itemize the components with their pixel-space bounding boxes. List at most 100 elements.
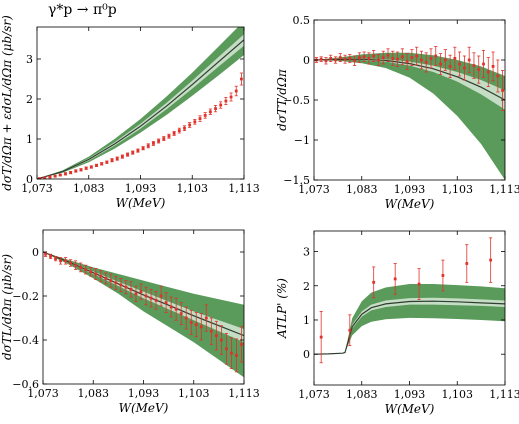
point-marker	[177, 129, 181, 132]
data-point	[348, 54, 352, 63]
point-marker	[174, 307, 178, 311]
x-tick-label: 1,093	[394, 388, 426, 401]
data-point	[94, 163, 99, 168]
point-marker	[362, 55, 366, 59]
data-point	[84, 264, 88, 275]
data-point	[224, 97, 228, 105]
point-marker	[172, 132, 176, 135]
point-marker	[443, 58, 447, 62]
point-marker	[139, 290, 143, 293]
data-point	[424, 52, 428, 73]
data-point	[372, 50, 376, 62]
x-tick-label: 1,083	[346, 183, 378, 196]
data-point	[348, 314, 352, 347]
data-point	[74, 169, 78, 173]
point-marker	[348, 57, 352, 60]
point-marker	[44, 252, 47, 256]
point-marker	[240, 77, 243, 81]
data-point	[376, 54, 381, 66]
y-tick-label: 3	[303, 246, 310, 259]
point-marker	[110, 158, 114, 162]
x-axis-label: W(MeV)	[385, 402, 435, 416]
data-point	[239, 72, 244, 86]
y-tick-label: 0	[303, 348, 310, 361]
point-marker	[157, 139, 161, 143]
point-marker	[69, 261, 73, 265]
plot-area	[314, 237, 505, 364]
point-marker	[146, 144, 150, 148]
data-point	[443, 49, 447, 71]
x-tick-label: 1,093	[125, 182, 157, 195]
point-marker	[134, 292, 138, 296]
data-point	[204, 304, 208, 332]
data-point	[134, 285, 138, 302]
data-point	[89, 165, 93, 169]
x-tick-label: 1,113	[489, 388, 519, 401]
y-tick-label: 0	[26, 173, 33, 186]
data-point	[74, 260, 78, 271]
point-marker	[465, 262, 469, 265]
x-tick-label: 1,103	[177, 182, 209, 195]
uncertainty-band-outer	[37, 27, 244, 179]
point-marker	[154, 299, 158, 302]
data-point	[491, 51, 495, 82]
point-marker	[482, 62, 485, 66]
point-marker	[386, 53, 390, 57]
data-point	[99, 270, 103, 283]
data-point	[417, 268, 421, 300]
x-tick-label: 1,113	[228, 387, 260, 400]
point-marker	[496, 74, 500, 78]
data-point	[372, 266, 376, 299]
data-point	[189, 309, 193, 335]
y-tick-label: −1.5	[283, 174, 310, 187]
data-point	[239, 326, 244, 363]
data-point	[438, 53, 443, 75]
data-point	[115, 156, 119, 161]
plot-area	[43, 251, 244, 378]
theory-curve	[314, 300, 505, 355]
data-point	[208, 108, 212, 115]
point-marker	[38, 177, 41, 179]
point-marker	[348, 328, 352, 332]
point-marker	[84, 268, 88, 271]
data-point	[448, 54, 452, 78]
point-marker	[124, 285, 128, 289]
point-marker	[131, 151, 135, 154]
x-tick-label: 1,083	[73, 182, 105, 195]
x-tick-label: 1,073	[298, 388, 330, 401]
data-point	[462, 55, 467, 81]
y-axis-label: ATLP' (%)	[275, 278, 289, 339]
data-point	[357, 52, 361, 63]
data-point	[319, 311, 323, 364]
y-tick-label: 3	[26, 53, 33, 66]
point-marker	[159, 294, 163, 298]
data-point	[110, 158, 114, 163]
data-point	[367, 52, 371, 65]
data-point	[144, 286, 148, 306]
x-tick-label: 1,093	[128, 387, 160, 400]
point-marker	[141, 146, 145, 150]
data-point	[162, 136, 166, 142]
x-tick-label: 1,083	[78, 387, 110, 400]
data-point	[219, 101, 223, 109]
point-marker	[225, 347, 228, 351]
point-marker	[417, 282, 421, 286]
y-tick-label: −0.6	[12, 378, 39, 391]
point-marker	[104, 277, 108, 280]
y-tick-label: 0	[32, 246, 39, 259]
x-axis-label: W(MeV)	[119, 401, 169, 415]
point-marker	[74, 263, 78, 267]
point-marker	[109, 279, 113, 282]
point-marker	[219, 103, 223, 107]
point-marker	[240, 343, 243, 346]
point-marker	[129, 288, 133, 291]
x-tick-label: 1,073	[298, 183, 330, 196]
point-marker	[119, 283, 123, 287]
data-point	[58, 257, 63, 265]
point-marker	[64, 259, 68, 263]
point-marker	[89, 270, 93, 274]
panel-cross-section: 1,073 1,083 1,093 1,103 1,113 0 1 2 3 W(MeV) dσT/d…	[0, 15, 260, 210]
data-point	[434, 46, 438, 66]
data-point	[159, 285, 163, 307]
